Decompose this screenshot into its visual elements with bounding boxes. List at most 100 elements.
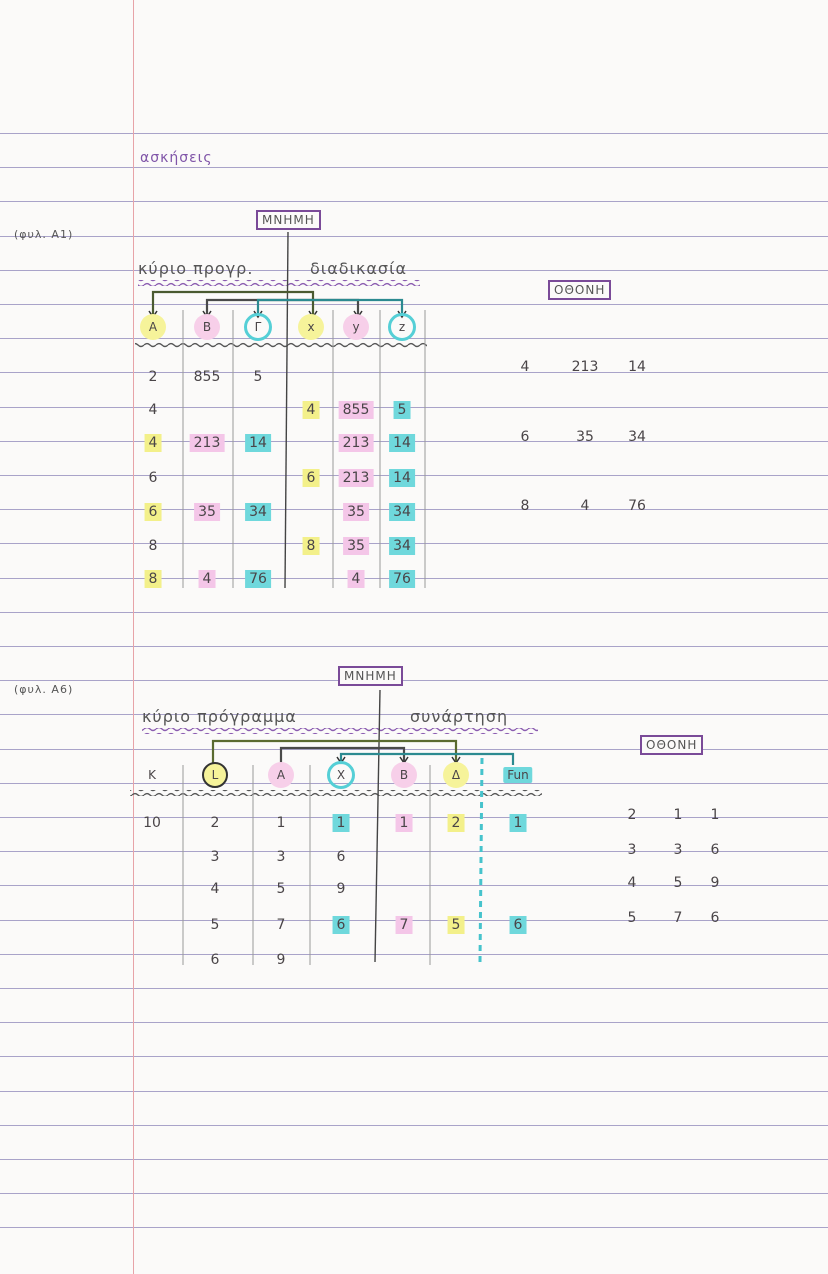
table-cell: 213 <box>338 434 374 452</box>
output-value: 9 <box>710 875 720 891</box>
rule-line <box>0 646 828 647</box>
main-program-title-1: κύριο προγρ. <box>138 259 254 278</box>
memory-box-2: ΜΝΗΜΗ <box>338 666 403 686</box>
table-cell: 34 <box>245 503 271 521</box>
table-cell: 4 <box>302 401 320 419</box>
column-header: Α <box>268 762 294 788</box>
rule-line <box>0 680 828 681</box>
margin-line <box>133 0 134 1274</box>
table-cell: 6 <box>509 916 527 934</box>
table-cell: 2 <box>447 814 465 832</box>
memory-divider-2 <box>374 689 381 963</box>
output-value: 4 <box>627 875 637 891</box>
header-wave-1 <box>135 342 427 348</box>
output-value: 6 <box>710 842 720 858</box>
rule-line <box>0 1227 828 1228</box>
rule-line <box>0 1125 828 1126</box>
rule-line <box>0 714 828 715</box>
rule-line <box>0 304 828 305</box>
output-value: 3 <box>627 842 637 858</box>
procedure-title: διαδικασία <box>310 259 408 278</box>
rule-line <box>0 372 828 373</box>
table-cell: 4 <box>210 881 220 897</box>
table-cell: 9 <box>276 952 286 968</box>
output-value: 5 <box>673 875 683 891</box>
rule-line <box>0 920 828 921</box>
column-header: Β <box>391 762 417 788</box>
output-value: 2 <box>627 807 637 823</box>
table-cell: 5 <box>276 881 286 897</box>
table-cell: 5 <box>253 369 263 385</box>
rule-line <box>0 133 828 134</box>
table-cell: 213 <box>338 469 374 487</box>
rule-line <box>0 749 828 750</box>
table-cell: 855 <box>193 369 221 385</box>
rule-line <box>0 885 828 886</box>
output-value: 35 <box>576 429 594 445</box>
output-value: 1 <box>710 807 720 823</box>
column-header: Β <box>194 314 220 340</box>
rule-line <box>0 1193 828 1194</box>
rule-line <box>0 1056 828 1057</box>
rule-line <box>0 612 828 613</box>
rule-line <box>0 270 828 271</box>
table-cell: 1 <box>509 814 527 832</box>
rule-line <box>0 851 828 852</box>
rule-line <box>0 201 828 202</box>
table-cell: 35 <box>343 503 369 521</box>
table-cell: 8 <box>144 570 162 588</box>
table-cell: 8 <box>302 537 320 555</box>
rule-line <box>0 817 828 818</box>
table-cell: 4 <box>347 570 365 588</box>
rule-line <box>0 407 828 408</box>
rule-line <box>0 236 828 237</box>
table-cell: 35 <box>194 503 220 521</box>
table-cell: 76 <box>389 570 415 588</box>
table-cell: 3 <box>276 849 286 865</box>
table-cell: 6 <box>144 503 162 521</box>
table-cell: 6 <box>148 470 158 486</box>
column-header: Κ <box>148 768 156 782</box>
table-cell: 5 <box>393 401 411 419</box>
column-header: Α <box>140 314 166 340</box>
exercise-2-label: (φυλ. Α6) <box>14 683 74 696</box>
output-value: 4 <box>520 359 530 375</box>
column-header: Δ <box>443 762 469 788</box>
rule-line <box>0 954 828 955</box>
rule-line <box>0 1091 828 1092</box>
table-cell: 1 <box>276 815 286 831</box>
rule-line <box>0 1022 828 1023</box>
output-value: 6 <box>520 429 530 445</box>
table-cell: 9 <box>336 881 346 897</box>
table-cell: 2 <box>210 815 220 831</box>
table-cell: 14 <box>389 434 415 452</box>
table-cell: 34 <box>389 537 415 555</box>
table-cell: 6 <box>210 952 220 968</box>
column-header: y <box>343 314 369 340</box>
table-cell: 10 <box>143 815 161 831</box>
table-cell: 213 <box>189 434 225 452</box>
output-value: 7 <box>673 910 683 926</box>
table-cell: 76 <box>245 570 271 588</box>
table-cell: 5 <box>447 916 465 934</box>
output-value: 34 <box>628 429 646 445</box>
table-cell: 1 <box>395 814 413 832</box>
table-cell: 1 <box>332 814 350 832</box>
table-cell: 2 <box>148 369 158 385</box>
output-value: 6 <box>710 910 720 926</box>
table-cell: 35 <box>343 537 369 555</box>
output-value: 8 <box>520 498 530 514</box>
underline-2 <box>142 728 538 734</box>
column-header: X <box>327 761 355 789</box>
rule-line <box>0 783 828 784</box>
output-value: 4 <box>580 498 590 514</box>
output-value: 5 <box>627 910 637 926</box>
column-header: z <box>388 313 416 341</box>
output-value: 14 <box>628 359 646 375</box>
function-title: συνάρτηση <box>410 707 509 726</box>
underline-1 <box>138 280 420 286</box>
table-cell: 5 <box>210 917 220 933</box>
exercise-1-label: (φυλ. Α1) <box>14 228 74 241</box>
table-cell: 855 <box>338 401 374 419</box>
output-value: 76 <box>628 498 646 514</box>
